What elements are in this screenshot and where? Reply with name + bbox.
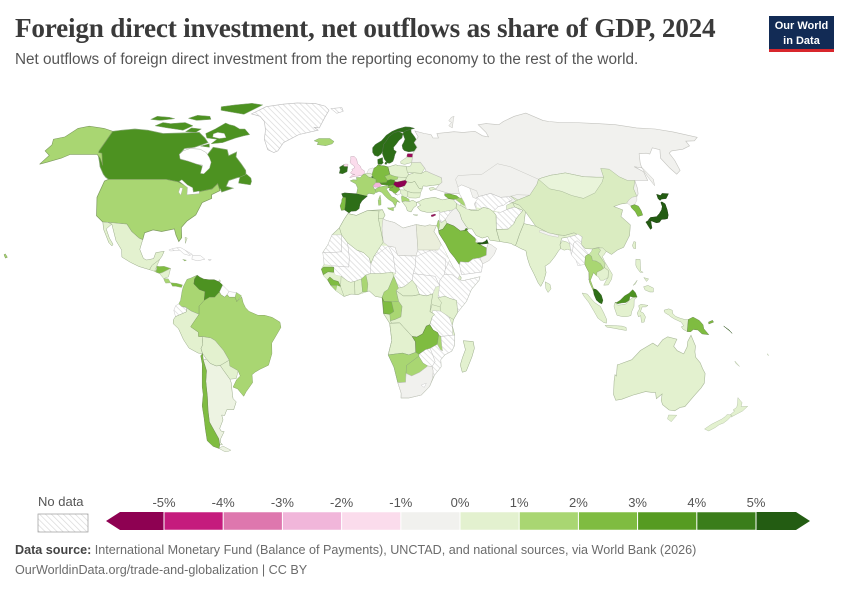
svg-text:5%: 5% (747, 495, 766, 510)
svg-text:1%: 1% (510, 495, 529, 510)
svg-text:2%: 2% (569, 495, 588, 510)
svg-text:4%: 4% (687, 495, 706, 510)
svg-text:-1%: -1% (389, 495, 413, 510)
svg-text:-5%: -5% (152, 495, 176, 510)
svg-text:-3%: -3% (271, 495, 295, 510)
svg-text:3%: 3% (628, 495, 647, 510)
svg-text:-2%: -2% (330, 495, 354, 510)
svg-text:0%: 0% (451, 495, 470, 510)
svg-text:-4%: -4% (212, 495, 236, 510)
